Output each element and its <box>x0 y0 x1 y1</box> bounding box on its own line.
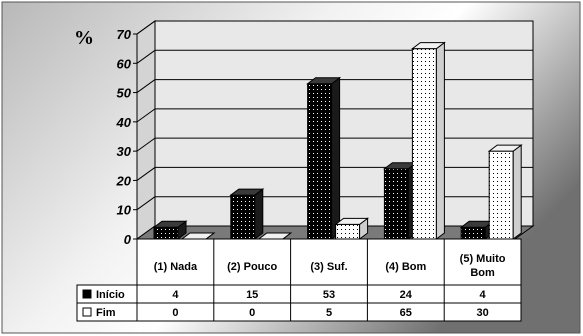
gridline-side <box>136 108 156 123</box>
gridline-side <box>136 20 156 35</box>
gridline-side <box>136 79 156 93</box>
bar-front <box>335 223 361 240</box>
data-table: (1) Nada (2) Pouco (3) Suf. (4) Bom (5) Muit… <box>76 238 522 322</box>
data-label: 0 <box>172 307 178 319</box>
bar <box>152 220 188 240</box>
bar-front <box>411 48 437 240</box>
table-header-bg <box>136 238 522 286</box>
gridline-side <box>136 196 156 211</box>
bar-front <box>460 226 486 240</box>
y-tick-label: 40 <box>116 115 132 130</box>
data-label: 24 <box>400 289 413 301</box>
x-tick-label: (3) Suf. <box>310 261 347 273</box>
bar-top <box>152 220 188 228</box>
bar-front <box>307 83 333 240</box>
gridlines <box>136 20 533 211</box>
bar <box>487 144 523 240</box>
bar-top <box>410 42 446 50</box>
bar <box>382 161 418 240</box>
bar-front <box>153 226 179 240</box>
data-label: 0 <box>249 307 255 319</box>
legend-key <box>82 307 92 317</box>
bar-top <box>334 217 370 225</box>
legend-label: Fim <box>96 307 116 319</box>
y-tick-label: 20 <box>116 173 132 188</box>
data-label: 4 <box>480 289 487 301</box>
y-tick-label: 10 <box>117 203 132 218</box>
data-label: 65 <box>400 307 412 319</box>
data-label: 30 <box>476 307 488 319</box>
bar-series <box>152 41 523 241</box>
gridline-side <box>136 167 156 181</box>
legend-key <box>82 289 92 299</box>
bar-side <box>254 188 264 241</box>
bar-side <box>512 144 522 240</box>
data-label: 15 <box>246 289 258 301</box>
bar <box>459 220 495 240</box>
bar <box>306 76 342 240</box>
gridline-side <box>136 137 156 152</box>
x-tick-label: (2) Pouco <box>227 261 277 273</box>
bar-side <box>331 76 341 240</box>
data-label: 53 <box>323 289 335 301</box>
y-tick-label: 60 <box>117 56 132 71</box>
x-tick-label: (1) Nada <box>154 261 198 273</box>
bar <box>334 217 370 240</box>
y-tick-label: 30 <box>117 144 132 159</box>
data-label: 4 <box>172 289 179 301</box>
bar-top <box>229 188 265 196</box>
y-axis-label: % <box>74 27 94 49</box>
x-tick-label: (5) Muito Bom <box>460 253 506 279</box>
bar-front <box>488 150 514 240</box>
bar-top <box>306 77 342 85</box>
gridline-side <box>136 49 156 64</box>
bar-top <box>487 144 523 152</box>
bar-front <box>230 194 256 240</box>
bar <box>410 41 446 240</box>
y-tick-label: 70 <box>117 27 132 42</box>
y-axis-ticks: 0 10 20 30 40 50 60 70 <box>116 27 137 247</box>
data-label: 5 <box>326 307 332 319</box>
bar-front <box>383 168 409 240</box>
bar-side <box>435 41 445 240</box>
y-tick-label: 50 <box>117 86 132 101</box>
legend-label: Início <box>96 289 125 301</box>
x-tick-label: (4) Bom <box>385 261 426 273</box>
y-tick-label: 0 <box>124 232 132 247</box>
bar <box>229 188 265 241</box>
